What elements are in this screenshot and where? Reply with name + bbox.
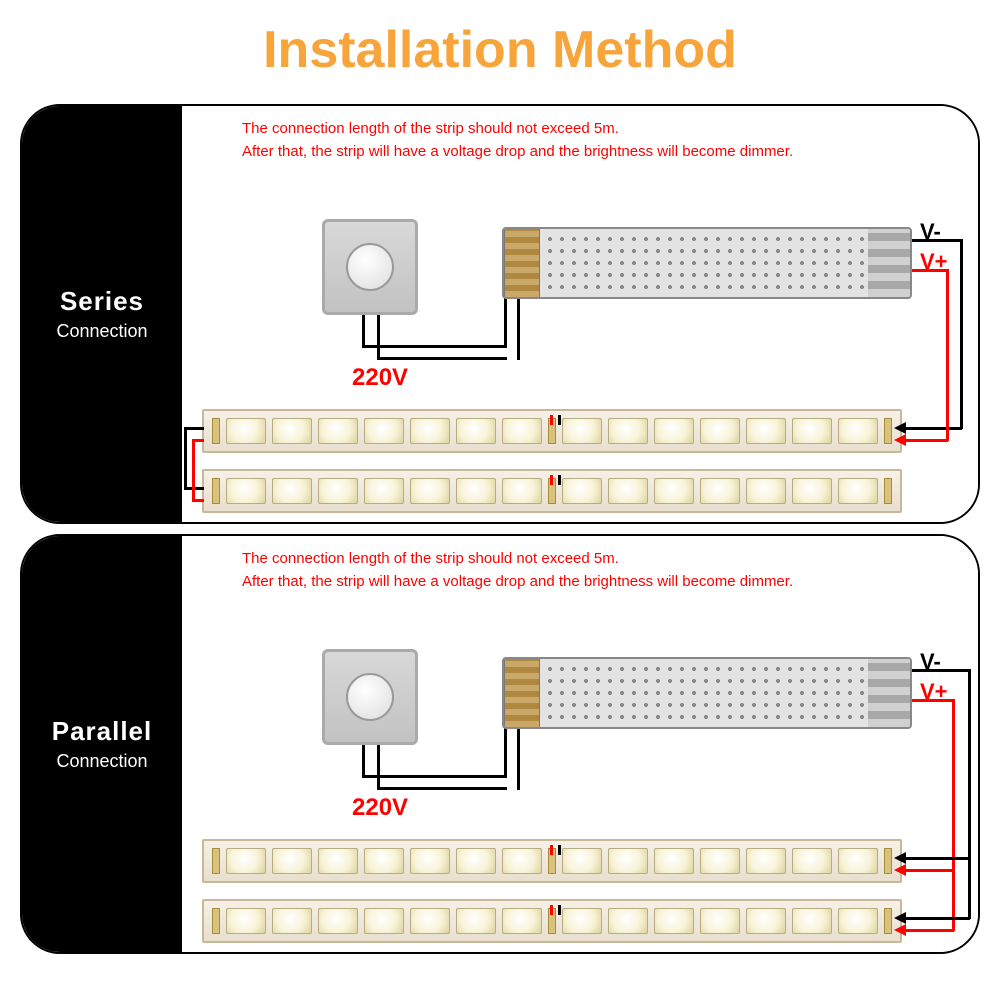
wire-vpos-to-strip bbox=[902, 439, 948, 442]
voltage-label: 220V bbox=[352, 794, 408, 822]
parallel-warning: The connection length of the strip shoul… bbox=[202, 548, 958, 599]
power-supply-icon bbox=[502, 657, 912, 729]
parallel-diagram: 220VV-V+ bbox=[202, 599, 958, 939]
series-link-r3 bbox=[192, 499, 204, 502]
series-label-block: Series Connection bbox=[22, 106, 182, 522]
jumper bbox=[550, 905, 553, 915]
series-label-line1: Series bbox=[60, 286, 144, 317]
title-text: Installation Method bbox=[263, 21, 737, 79]
wire-ac-1 bbox=[362, 315, 365, 345]
jumper bbox=[558, 415, 561, 425]
series-diagram: 220VV-V+ bbox=[202, 169, 958, 509]
p-b1 bbox=[902, 857, 970, 860]
parallel-label-line1: Parallel bbox=[52, 716, 153, 747]
arrow-vneg bbox=[894, 422, 906, 434]
jumper bbox=[558, 845, 561, 855]
voltage-label: 220V bbox=[352, 364, 408, 392]
jumper bbox=[558, 475, 561, 485]
p-a3 bbox=[894, 912, 906, 924]
wire-vpos-h bbox=[912, 699, 954, 702]
series-label-line2: Connection bbox=[56, 321, 147, 342]
p-a4 bbox=[894, 924, 906, 936]
power-supply-icon bbox=[502, 227, 912, 299]
wire-vneg-v bbox=[960, 239, 963, 429]
jumper bbox=[550, 845, 553, 855]
p-r1 bbox=[902, 869, 954, 872]
warning-line2: After that, the strip will have a voltag… bbox=[242, 571, 958, 594]
wire-vneg-to-strip bbox=[902, 427, 962, 430]
wall-outlet-icon bbox=[322, 649, 418, 745]
wire-vneg-v bbox=[968, 669, 971, 919]
wire-ac-3 bbox=[362, 775, 507, 778]
wire-vpos-v bbox=[946, 269, 949, 441]
p-b2 bbox=[902, 917, 970, 920]
warning-line1: The connection length of the strip shoul… bbox=[242, 548, 958, 571]
wire-ac-3 bbox=[362, 345, 507, 348]
p-r2 bbox=[902, 929, 954, 932]
parallel-panel: Parallel Connection The connection lengt… bbox=[20, 534, 980, 954]
series-panel: Series Connection The connection length … bbox=[20, 104, 980, 524]
wire-vneg-h bbox=[912, 239, 962, 242]
jumper bbox=[558, 905, 561, 915]
wall-outlet-icon bbox=[322, 219, 418, 315]
wire-ac-4 bbox=[377, 357, 507, 360]
warning-line1: The connection length of the strip shoul… bbox=[242, 118, 958, 141]
arrow-vpos bbox=[894, 434, 906, 446]
p-a1 bbox=[894, 852, 906, 864]
p-a2 bbox=[894, 864, 906, 876]
series-link-b1 bbox=[184, 427, 204, 430]
wire-vpos-v bbox=[952, 699, 955, 931]
warning-line2: After that, the strip will have a voltag… bbox=[242, 141, 958, 164]
wire-vneg-h bbox=[912, 669, 970, 672]
series-link-r2 bbox=[192, 439, 195, 501]
jumper bbox=[550, 475, 553, 485]
series-link-b2 bbox=[184, 427, 187, 487]
wire-vpos-h bbox=[912, 269, 948, 272]
page-title: Installation Method bbox=[0, 0, 1000, 94]
jumper bbox=[550, 415, 553, 425]
series-content: The connection length of the strip shoul… bbox=[182, 106, 978, 522]
parallel-label-block: Parallel Connection bbox=[22, 536, 182, 952]
series-warning: The connection length of the strip shoul… bbox=[202, 118, 958, 169]
wire-ac-2 bbox=[377, 745, 380, 787]
wire-ac-1 bbox=[362, 745, 365, 775]
parallel-content: The connection length of the strip shoul… bbox=[182, 536, 978, 952]
wire-ac-2 bbox=[377, 315, 380, 357]
wire-ac-4 bbox=[377, 787, 507, 790]
parallel-label-line2: Connection bbox=[56, 751, 147, 772]
